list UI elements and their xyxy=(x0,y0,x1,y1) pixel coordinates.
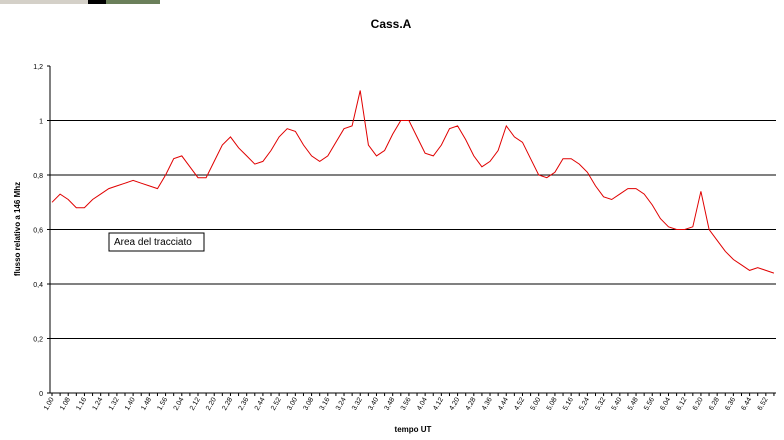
chart-title: Cass.A xyxy=(371,17,412,31)
y-tick-label: 1 xyxy=(39,119,43,126)
tooltip-box xyxy=(108,232,205,252)
y-tick-label: 0,8 xyxy=(33,173,43,180)
toolbar-fragment xyxy=(106,0,160,4)
y-tick-label: 0 xyxy=(39,391,43,398)
y-tick-label: 0,4 xyxy=(33,282,43,289)
y-axis-label: flusso relativo a 146 Mhz xyxy=(13,182,22,276)
y-tick-label: 0,2 xyxy=(33,337,43,344)
tooltip: Area del tracciato xyxy=(114,237,192,248)
toolbar-fragment xyxy=(88,0,106,4)
toolbar-fragment xyxy=(0,0,160,4)
y-tick-label: 1,2 xyxy=(33,64,43,71)
x-axis-label: tempo UT xyxy=(395,425,432,434)
data-line xyxy=(51,90,775,274)
y-tick-label: 0,6 xyxy=(33,228,43,235)
